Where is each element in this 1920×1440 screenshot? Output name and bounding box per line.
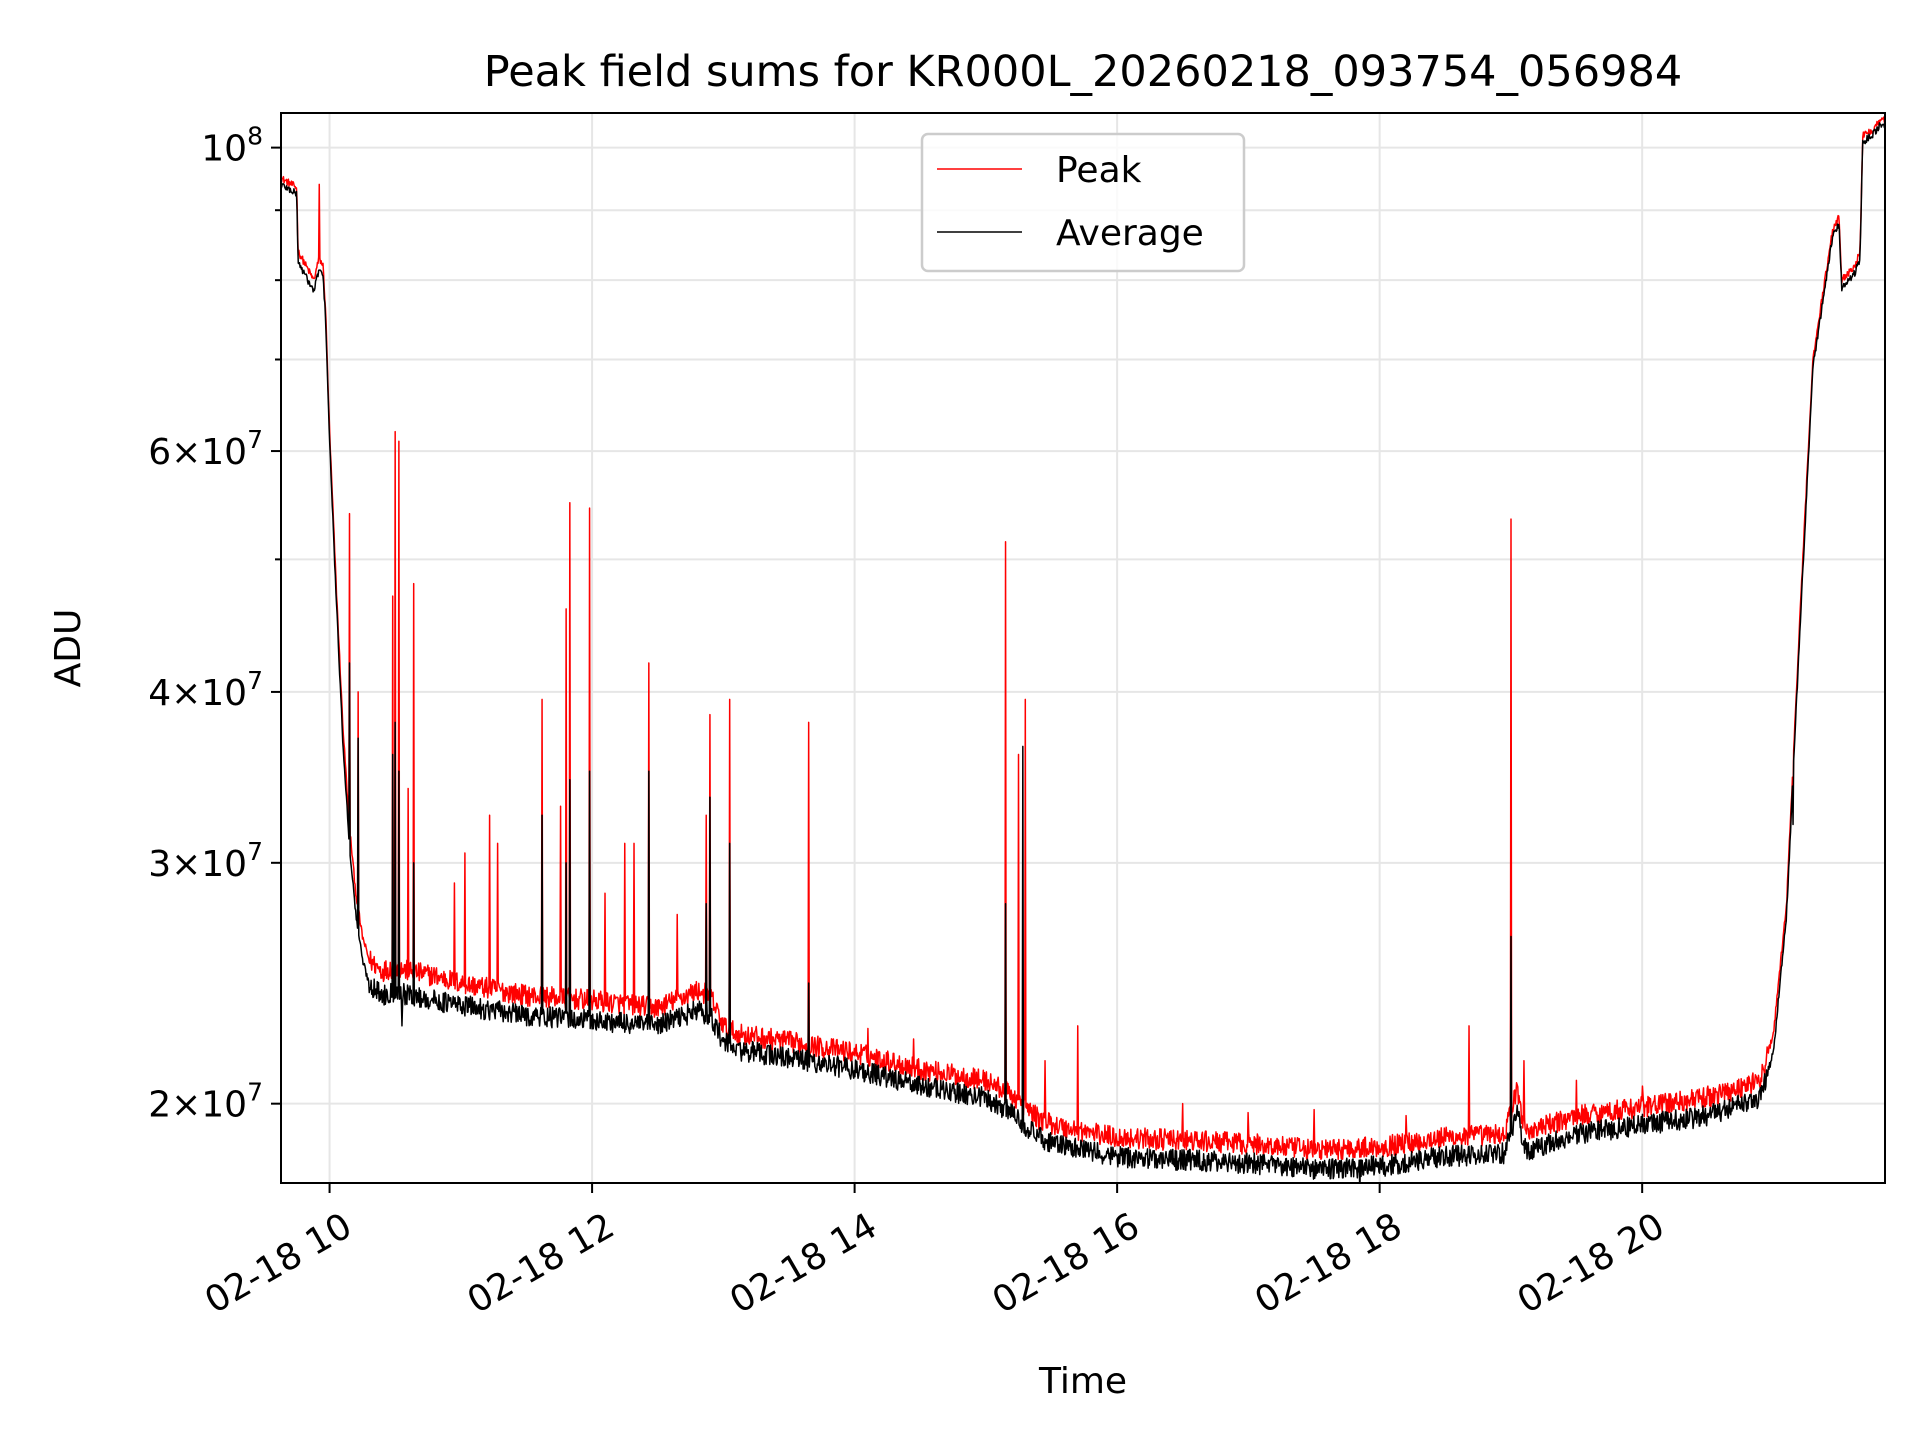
legend-label-peak: Peak [1056,150,1142,191]
chart-title: Peak field sums for KR000L_20260218_0937… [484,47,1682,97]
series-layer [281,116,1885,1183]
y-tick-label: 4×107 [148,666,263,714]
y-tick-label: 108 [201,122,263,170]
y-tick-label: 3×107 [148,837,263,885]
y-axis-label: ADU [48,609,89,688]
y-tick-label: 2×107 [148,1078,263,1126]
plot-frame [280,112,1886,1184]
legend: Peak Average [920,132,1246,273]
y-tick-label: 6×107 [148,425,263,473]
legend-label-average: Average [1056,213,1204,254]
series-peak-line [281,116,1885,1161]
y-axis: 2×107 3×107 4×107 6×107 108 [148,122,281,1126]
series-average-line [281,122,1885,1183]
x-axis-label: Time [1038,1361,1127,1402]
